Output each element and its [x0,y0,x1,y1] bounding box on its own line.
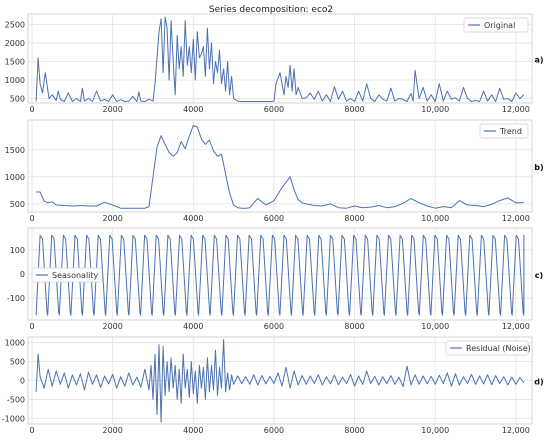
y-tick-label: 1500 [5,57,25,66]
panel-1: 0 2000 4000 6000 8000 10,000 12,000 500 1000 1500… [5,13,544,114]
x-tick-label: 0 [29,105,34,114]
legend: Residual (Noise) [445,340,531,356]
x-tick-label: 6000 [264,426,284,435]
x-tick-label: 2000 [102,105,122,114]
legend: Original [463,17,529,33]
plot-area [27,13,533,104]
x-tick-label: 0 [29,322,34,331]
legend-label: Residual (Noise) [466,344,531,353]
x-tick-label: 12,000 [502,322,530,331]
x-tick-label: 6000 [264,214,284,223]
legend-box [479,123,529,139]
x-tick-label: 2000 [102,322,122,331]
series-line [35,16,525,102]
panels: 0 2000 4000 6000 8000 10,000 12,00050010001500… [2,13,544,435]
y-tick-label: -500 [7,395,25,404]
y-tick-label: 1000 [5,173,25,182]
y-tick-label: 1000 [5,76,25,85]
y-tick-label: 2000 [5,39,25,48]
y-tick-label: 500 [10,358,25,367]
x-tick-label: 6000 [264,105,284,114]
y-tick-label: -100 [7,294,25,303]
x-tick-label: 4000 [183,214,203,223]
x-tick-label: 6000 [264,322,284,331]
x-tick-label: 12,000 [502,214,530,223]
panel-label: d) [534,378,543,387]
series-line [35,339,525,423]
x-tick-label: 10,000 [421,322,449,331]
x-tick-label: 8000 [344,322,364,331]
x-tick-label: 4000 [183,322,203,331]
x-tick-label: 8000 [344,214,364,223]
y-tick-label: 0 [20,377,25,386]
x-tick-label: 10,000 [421,105,449,114]
series-line [35,234,525,316]
legend: Trend [479,123,529,139]
figure-title: Series decomposition: eco2 [209,5,333,15]
legend-box [31,267,103,283]
x-tick-label: 0 [29,426,34,435]
panel-4: 0 2000 4000 6000 8000 10,000 12,000 -1000 -500 0 5… [2,336,544,435]
x-tick-label: 12,000 [502,426,530,435]
x-tick-label: 0 [29,214,34,223]
legend-box [463,17,529,33]
x-tick-label: 12,000 [502,105,530,114]
x-tick-label: 4000 [183,105,203,114]
legend-box [445,340,529,356]
x-tick-label: 10,000 [421,214,449,223]
panel-label: a) [534,56,543,65]
plot-area [27,119,533,213]
panel-label: c) [535,271,543,280]
legend: Seasonality [31,267,103,283]
panel-2: 0 2000 4000 6000 8000 10,000 12,000 500 1000 1500… [5,119,544,223]
y-tick-label: 500 [10,95,25,104]
series-line [36,124,524,209]
y-tick-label: 500 [10,200,25,209]
x-tick-label: 4000 [183,426,203,435]
y-tick-label: 100 [10,246,25,255]
y-tick-label: 1500 [5,146,25,155]
x-tick-label: 10,000 [421,426,449,435]
y-tick-label: -1000 [2,414,25,423]
y-tick-label: 0 [20,270,25,279]
legend-label: Trend [499,127,522,136]
x-tick-label: 8000 [344,105,364,114]
legend-label: Original [484,21,515,30]
x-tick-label: 8000 [344,426,364,435]
y-tick-label: 2500 [5,20,25,29]
panel-label: b) [534,163,543,172]
panel-3: 0 2000 4000 6000 8000 10,000 12,000 -100 0 100 Sea… [7,227,543,331]
x-tick-label: 2000 [102,214,122,223]
x-tick-label: 2000 [102,426,122,435]
legend-label: Seasonality [52,271,99,280]
y-tick-label: 1000 [5,339,25,348]
